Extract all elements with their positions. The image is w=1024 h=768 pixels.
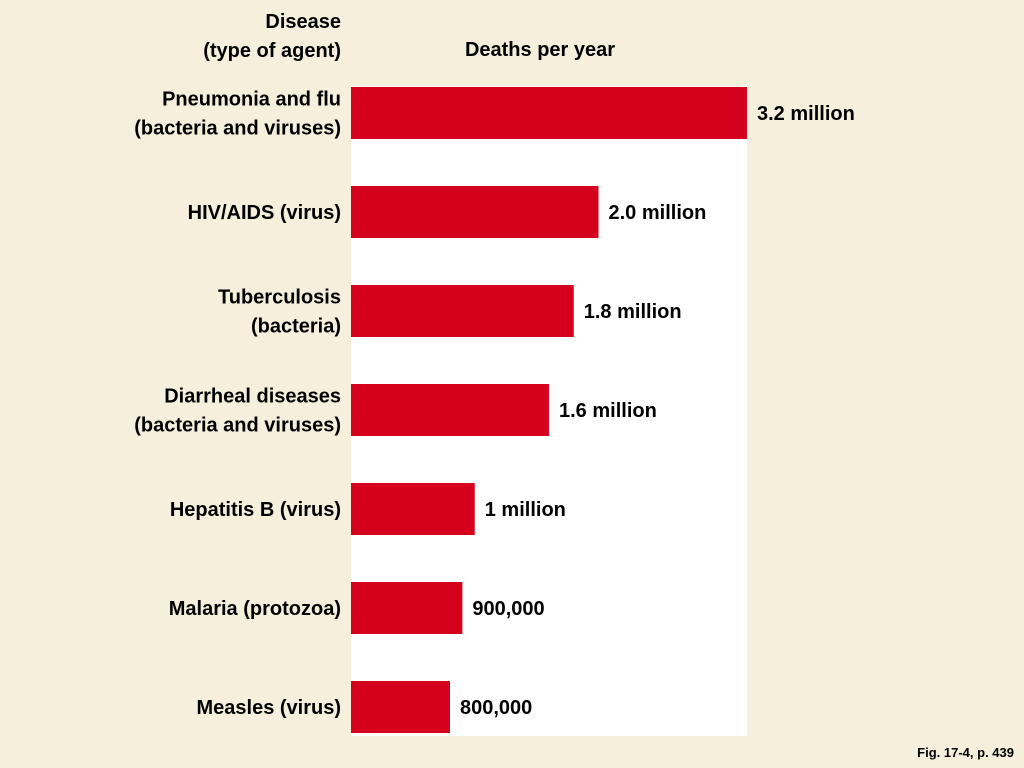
y-axis-title: Disease (type of agent) — [100, 8, 341, 66]
x-axis-title: Deaths per year — [464, 39, 616, 61]
bar — [351, 186, 599, 238]
y-axis-title-line2: (type of agent) — [203, 40, 341, 62]
value-label: 900,000 — [472, 598, 544, 620]
figure-reference: Fig. 17-4, p. 439 — [917, 745, 1014, 760]
category-label: Hepatitis B (virus) — [170, 499, 341, 521]
bar — [351, 483, 475, 535]
category-label: Pneumonia and flu (bacteria and viruses) — [134, 89, 341, 140]
category-label: Measles (virus) — [196, 697, 341, 719]
value-label: 3.2 million — [757, 103, 855, 125]
category-label: Tuberculosis (bacteria) — [218, 287, 341, 338]
category-label: Malaria (protozoa) — [169, 598, 341, 620]
y-axis-title-line1: Disease — [265, 11, 341, 33]
category-label: Diarrheal diseases (bacteria and viruses) — [134, 386, 341, 437]
bar — [351, 582, 463, 634]
bar — [351, 384, 549, 436]
value-label: 1.8 million — [584, 301, 682, 323]
value-label: 2.0 million — [609, 202, 707, 224]
value-label: 1.6 million — [559, 400, 657, 422]
bar — [351, 285, 574, 337]
value-label: 1 million — [485, 499, 566, 521]
bar — [351, 681, 450, 733]
category-label: HIV/AIDS (virus) — [188, 202, 341, 224]
value-label: 800,000 — [460, 697, 532, 719]
bar — [351, 87, 747, 139]
